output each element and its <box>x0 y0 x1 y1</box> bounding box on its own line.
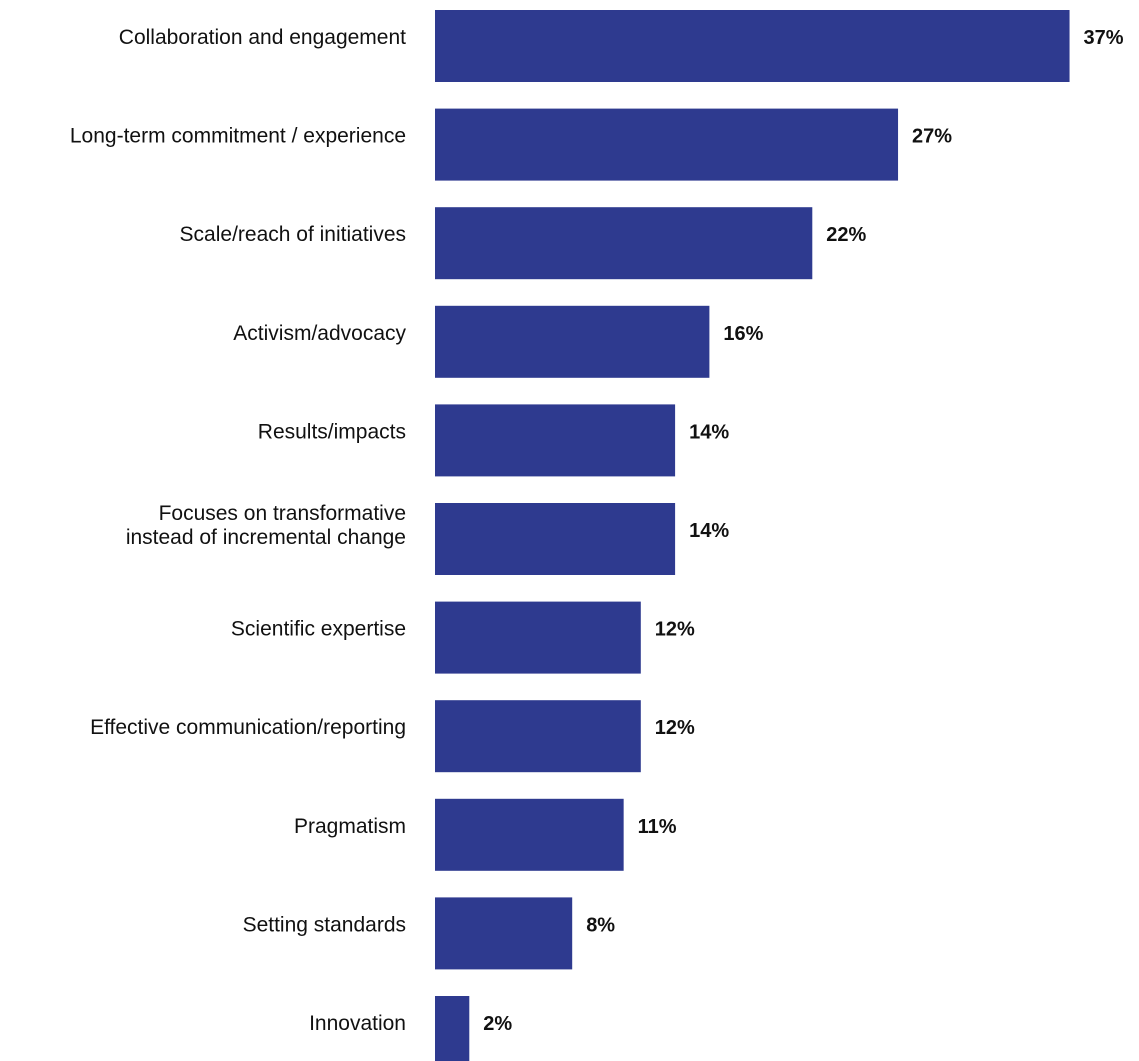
category-label-line: Effective communication/reporting <box>90 716 406 739</box>
category-label-line: Innovation <box>309 1012 406 1035</box>
bar-row: Focuses on transformative instead of incr… <box>126 502 729 575</box>
category-label-line: Activism/advocacy <box>233 322 406 345</box>
category-label-line: Focuses on transformative <box>159 502 406 525</box>
category-label: Pragmatism <box>294 815 406 838</box>
category-label-line: Scientific expertise <box>231 618 406 641</box>
category-label: Innovation <box>309 1012 406 1035</box>
bar <box>435 897 573 970</box>
bar-row: Collaboration and engagement 37% <box>119 10 1124 82</box>
bar-row: Innovation 2% <box>309 996 512 1061</box>
bar-row: Setting standards 8% <box>243 897 615 970</box>
value-label: 14% <box>689 421 729 443</box>
bar-row: Pragmatism 11% <box>294 798 677 871</box>
bar <box>435 305 710 378</box>
category-label-line: Setting standards <box>243 913 406 936</box>
bar <box>435 108 899 181</box>
category-label: Results/impacts <box>258 420 406 443</box>
value-label: 12% <box>655 717 695 739</box>
bar-row: Effective communication/reporting 12% <box>90 700 695 773</box>
bar-row: Scientific expertise 12% <box>231 601 695 674</box>
value-label: 12% <box>655 619 695 641</box>
category-label: Activism/advocacy <box>233 322 406 345</box>
bar <box>435 601 641 674</box>
category-label: Effective communication/reporting <box>90 716 406 739</box>
category-label: Setting standards <box>243 913 406 936</box>
category-label-line: Results/impacts <box>258 420 406 443</box>
value-label: 8% <box>586 914 615 936</box>
value-label: 22% <box>826 224 866 246</box>
category-label-line: Long-term commitment / experience <box>70 125 406 148</box>
value-label: 27% <box>912 126 952 148</box>
category-label: Scale/reach of initiatives <box>180 223 406 246</box>
value-label: 11% <box>638 816 677 838</box>
bar <box>435 996 470 1061</box>
bar-row: Activism/advocacy 16% <box>233 305 764 378</box>
bar <box>435 700 641 773</box>
category-label: Scientific expertise <box>231 618 406 641</box>
value-label: 16% <box>723 323 763 345</box>
category-label: Focuses on transformative instead of incr… <box>126 502 406 549</box>
bar <box>435 10 1070 82</box>
value-label: 14% <box>689 520 729 542</box>
bar <box>435 404 676 477</box>
bar <box>435 207 813 280</box>
bar-row: Scale/reach of initiatives 22% <box>180 207 867 280</box>
bar-row: Long-term commitment / experience 27% <box>70 108 952 181</box>
value-label: 2% <box>483 1013 512 1035</box>
bar <box>435 798 624 871</box>
bar-row: Results/impacts 14% <box>258 404 729 477</box>
category-label-line: Collaboration and engagement <box>119 26 406 49</box>
category-label: Collaboration and engagement <box>119 26 406 49</box>
category-label-line: Scale/reach of initiatives <box>180 223 406 246</box>
category-label: Long-term commitment / experience <box>70 125 406 148</box>
value-label: 37% <box>1084 27 1124 49</box>
category-label-line: Pragmatism <box>294 815 406 838</box>
category-label-line: instead of incremental change <box>126 526 406 549</box>
bar <box>435 503 676 575</box>
